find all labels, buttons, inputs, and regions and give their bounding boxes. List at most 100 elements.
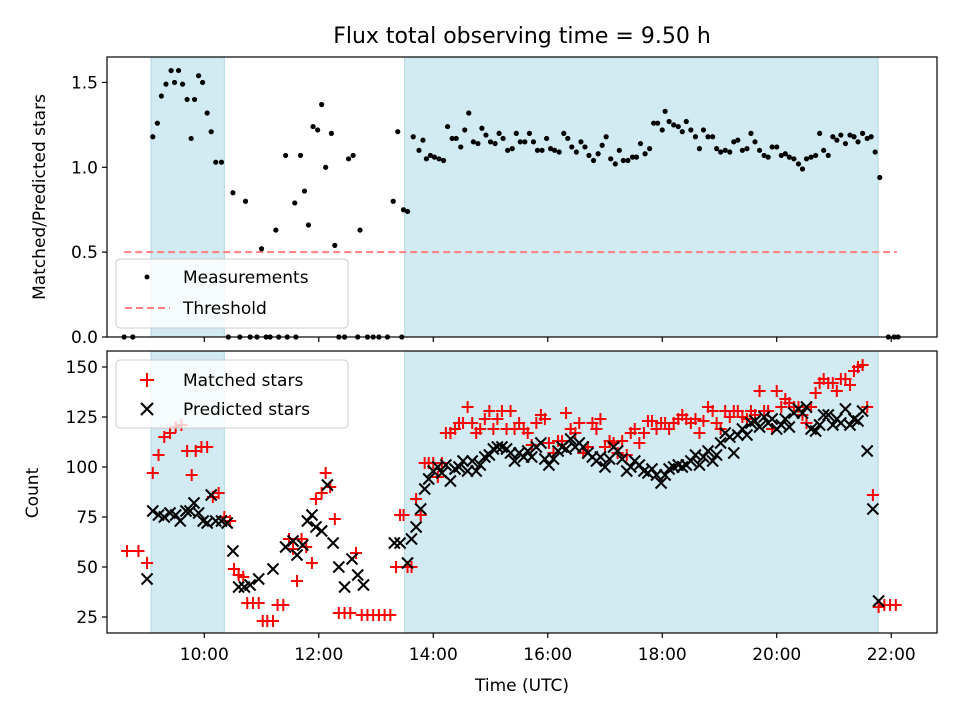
measurement-point [590,157,597,164]
predicted-star-point [232,580,245,594]
measurement-point [616,147,622,153]
predicted-star-point [731,428,745,442]
matched-star-point [753,385,766,397]
predicted-star-point [474,458,487,472]
predicted-star-point [611,444,624,458]
matched-star-point [856,359,869,371]
measurement-point [171,79,178,86]
measurement-point [292,200,298,206]
measurement-point [659,127,665,133]
measurement-point [608,156,614,162]
measurement-point [761,152,767,159]
matched-star-point [252,597,265,609]
predicted-star-point [817,408,830,422]
predicted-star-point [727,446,741,460]
predicted-star-point [422,472,435,486]
measurement-point [230,190,236,196]
measurement-point [675,123,681,130]
y-tick-label: 50 [76,558,98,578]
measurement-point [683,118,689,125]
matched-star-point [410,493,423,505]
measurement-point [778,152,784,159]
matched-star-point [560,407,573,419]
predicted-star-point [469,464,483,478]
matched-star-point [637,427,650,439]
predicted-star-point [684,454,698,468]
measurement-point [390,198,396,204]
matched-star-point [390,561,403,573]
predicted-star-point [338,580,351,594]
bottom-axes-frame [106,350,938,634]
measurement-point [544,135,550,142]
measurement-point [305,222,312,228]
measurement-point [735,137,741,143]
measurement-point [517,139,523,145]
measurement-point [345,156,352,162]
predicted-star-point [345,552,359,566]
measurement-point [423,156,430,162]
legend-predicted-label: Predicted stars [183,400,310,420]
measurement-point [808,154,814,160]
measurement-point [817,130,823,136]
measurement-point [748,130,754,136]
predicted-star-point [809,424,822,438]
measurement-point [453,135,459,142]
predicted-star-point [286,534,300,548]
measurement-point [332,242,338,248]
predicted-star-point [740,428,754,442]
measurement-point [492,140,498,147]
measurement-point [731,139,737,145]
legend-predicted-marker [140,402,154,416]
measurement-point [475,140,481,147]
measurement-point [799,166,806,172]
predicted-star-point [418,482,431,496]
measurement-point [410,134,416,140]
predicted-star-point [525,450,538,464]
predicted-star-point [856,404,869,418]
predicted-star-point [243,578,257,592]
predicted-star-point [866,502,880,516]
measurement-point [188,135,194,142]
measurement-point [655,120,661,126]
legend-matched-label: Matched stars [183,371,303,391]
measurement-point [578,139,584,145]
measurement-point [328,130,334,136]
measurement-point [803,156,810,162]
matched-star-point [538,413,551,425]
predicted-star-point [209,514,222,528]
predicted-star-point [594,450,607,464]
measurement-point [671,122,677,128]
matched-star-point [319,467,332,479]
legend-threshold-label: Threshold [182,299,267,319]
predicted-star-point [748,414,762,428]
measurement-point [462,127,468,133]
predicted-star-point [697,450,710,464]
measurement-point [864,135,870,142]
predicted-star-point [839,402,852,416]
measurement-point [323,164,329,170]
predicted-star-point [783,420,796,434]
matched-star-point [309,493,322,505]
measurement-point [357,227,363,233]
measurement-point [855,139,861,145]
measurement-point [582,144,588,150]
y-tick-label: 0.0 [71,328,98,348]
measurement-point [637,140,644,147]
predicted-star-point [645,462,659,476]
matched-star-point [866,489,879,501]
measurement-point [530,139,537,145]
matched-star-point [611,447,624,459]
predicted-star-point [872,594,885,608]
measurement-point [163,81,169,87]
predicted-star-point [834,416,848,430]
predicted-star-point [559,442,573,456]
predicted-star-point [321,478,334,492]
measurement-point [620,157,626,164]
measurement-point [416,147,422,153]
matched-star-point [287,543,300,555]
y-tick-label: 150 [66,358,98,378]
measurement-point [301,188,308,194]
measurement-point [204,110,210,116]
predicted-star-point [452,460,466,474]
matched-star-point [809,387,822,399]
